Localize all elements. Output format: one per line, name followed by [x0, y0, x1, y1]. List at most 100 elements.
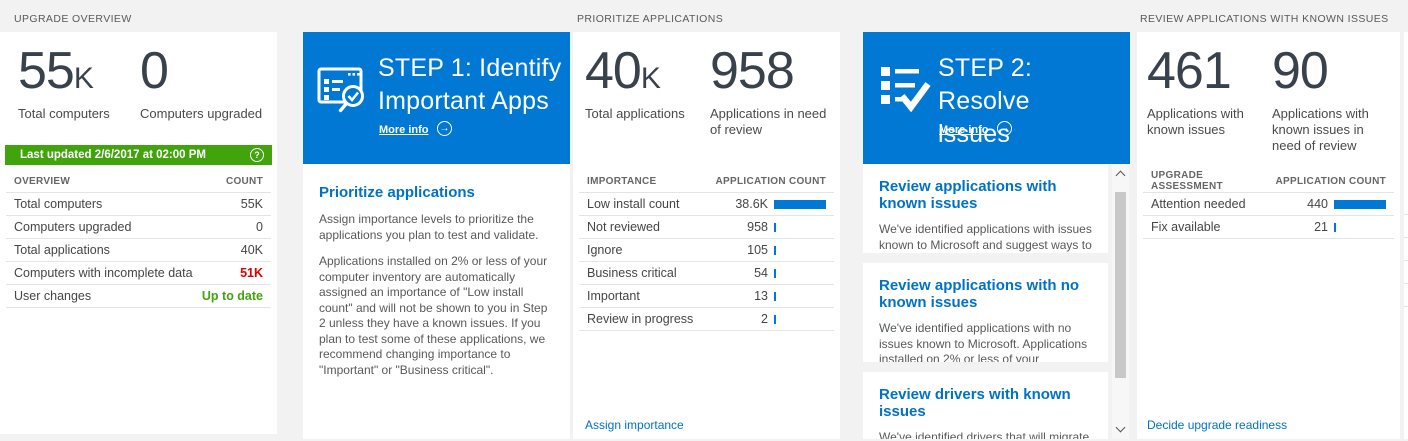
step2-more-info-arrow-icon[interactable]: →: [997, 121, 1012, 136]
step1-title: STEP 1: Identify Important Apps: [378, 54, 562, 115]
table-header-row: UPGRADE ASSESSMENT APPLICATION COUNT: [1143, 170, 1394, 193]
table-row[interactable]: Fix available 21: [1143, 216, 1394, 239]
last-updated-bar: Last updated 2/6/2017 at 02:00 PM ?: [5, 145, 272, 165]
resolve-section: Review drivers with known issues We've id…: [863, 372, 1108, 439]
row-value: 105: [747, 243, 768, 257]
stat-value: 0: [140, 42, 169, 100]
step2-card[interactable]: STEP 2: Resolve issues More info →: [863, 32, 1130, 164]
resolve-section-heading[interactable]: Review applications with known issues: [879, 178, 1057, 212]
column-header: OVERVIEW: [14, 175, 71, 187]
upgrade-overview-tile: 55K Total computers 0 Computers upgraded…: [0, 32, 277, 434]
row-value: 54: [754, 266, 768, 280]
column-header: IMPORTANCE: [587, 175, 657, 187]
scrollbar-thumb[interactable]: [1115, 192, 1126, 378]
table-row[interactable]: Low install count 38.6K: [579, 193, 834, 216]
resolve-section-body: We've identified applications with issue…: [879, 222, 1092, 252]
upgrade-assessment-table: UPGRADE ASSESSMENT APPLICATION COUNT Att…: [1143, 170, 1394, 239]
step2-more-info-link[interactable]: More info: [939, 124, 989, 136]
row-label: User changes: [14, 289, 92, 303]
row-label: Computers with incomplete data: [14, 266, 193, 280]
row-value: 440: [1307, 197, 1328, 211]
table-body: Total computers 55K Computers upgraded 0 Tot…: [6, 193, 271, 308]
resolve-issues-icon: [881, 67, 931, 112]
review-data-tile: 461 Applications with known issues 90 Ap…: [1137, 32, 1400, 439]
count-bar: [1334, 222, 1336, 232]
stat-label: Applications with known issues: [1147, 106, 1244, 137]
count-bar: [1334, 199, 1386, 209]
row-value: 0: [256, 220, 263, 234]
table-row[interactable]: Computers upgraded 0: [6, 216, 271, 239]
stat-total-computers: 55K Total computers: [18, 42, 110, 122]
row-label: Review in progress: [587, 312, 694, 326]
row-value: Up to date: [201, 289, 263, 303]
section-header-review-applications: REVIEW APPLICATIONS WITH KNOWN ISSUES: [1140, 13, 1389, 25]
table-row[interactable]: Total computers 55K: [6, 193, 271, 216]
table-row[interactable]: Review in progress 2: [579, 308, 834, 331]
step1-more-info-arrow-icon[interactable]: →: [437, 121, 452, 136]
next-tile-sliver: [1404, 32, 1408, 439]
table-row[interactable]: Ignore 105: [579, 239, 834, 262]
scrollbar[interactable]: [1112, 164, 1129, 439]
bar-column: [774, 245, 826, 255]
table-row[interactable]: Computers with incomplete data 51K: [6, 262, 271, 285]
row-value: 21: [1314, 220, 1328, 234]
stat-label: Total applications: [585, 106, 685, 121]
row-label: Total computers: [14, 197, 103, 211]
row-label: Computers upgraded: [14, 220, 132, 234]
resolve-section: Review applications with no known issues…: [863, 263, 1108, 362]
stat-value: 461: [1147, 42, 1232, 100]
bar-column: [774, 291, 826, 301]
stat-apps-need-review: 958 Applications in need of review: [710, 42, 838, 138]
row-label: Low install count: [587, 197, 680, 211]
prioritize-info-block: Prioritize applications Assign importanc…: [319, 184, 556, 378]
scroll-up-icon[interactable]: [1115, 170, 1126, 181]
resolve-section-heading[interactable]: Review drivers with known issues: [879, 386, 1071, 420]
resolve-section-body: We've identified drivers that will migra…: [879, 430, 1090, 439]
step1-card[interactable]: STEP 1: Identify Important Apps More inf…: [303, 32, 570, 164]
section-header-upgrade-overview: UPGRADE OVERVIEW: [14, 13, 132, 25]
count-bar: [774, 222, 776, 232]
table-row[interactable]: User changes Up to date: [6, 285, 271, 308]
table-row[interactable]: Not reviewed 958: [579, 216, 834, 239]
table-row[interactable]: Business critical 54: [579, 262, 834, 285]
table-body: Attention needed 440 Fix available 21: [1143, 193, 1394, 239]
row-label: Not reviewed: [587, 220, 660, 234]
row-value: 51K: [240, 266, 263, 280]
stat-apps-known-issues: 461 Applications with known issues: [1147, 42, 1269, 138]
row-label: Attention needed: [1151, 197, 1246, 211]
column-header: APPLICATION COUNT: [1275, 175, 1386, 187]
count-bar: [774, 199, 826, 209]
importance-table: IMPORTANCE APPLICATION COUNT Low install…: [579, 170, 834, 331]
step1-more-info-link[interactable]: More info: [379, 124, 429, 136]
count-bar: [774, 314, 776, 324]
resolve-sections: Review applications with known issues We'…: [863, 164, 1108, 439]
table-body: Low install count 38.6K Not reviewed 958 Ign…: [579, 193, 834, 331]
stat-value: 90: [1272, 42, 1329, 100]
count-bar: [774, 268, 776, 278]
stat-value: 55K: [18, 42, 94, 100]
prioritize-info-heading: Prioritize applications: [319, 184, 475, 201]
column-header: APPLICATION COUNT: [715, 175, 826, 187]
row-value: 55K: [240, 197, 263, 211]
prioritize-info-paragraph: Applications installed on 2% or less of …: [319, 254, 548, 377]
stat-computers-upgraded: 0 Computers upgraded: [140, 42, 262, 122]
table-row[interactable]: Total applications 40K: [6, 239, 271, 262]
count-bar: [774, 245, 776, 255]
decide-upgrade-readiness-link[interactable]: Decide upgrade readiness: [1147, 418, 1288, 432]
step2-title: STEP 2: Resolve issues: [938, 54, 1033, 148]
stat-label: Applications in need of review: [710, 106, 827, 137]
bar-column: [774, 222, 826, 232]
scroll-down-icon[interactable]: [1115, 422, 1126, 433]
prioritize-data-tile: 40K Total applications 958 Applications …: [573, 32, 840, 439]
resolve-section-heading[interactable]: Review applications with no known issues: [879, 277, 1080, 311]
bar-column: [1334, 222, 1386, 232]
assign-importance-link[interactable]: Assign importance: [585, 418, 684, 432]
bar-column: [774, 268, 826, 278]
section-header-prioritize-applications: PRIORITIZE APPLICATIONS: [577, 13, 724, 25]
table-row[interactable]: Important 13: [579, 285, 834, 308]
count-bar: [774, 291, 776, 301]
help-icon[interactable]: ?: [250, 148, 264, 162]
overview-table: OVERVIEW COUNT Total computers 55K Compute…: [6, 170, 271, 308]
table-row[interactable]: Attention needed 440: [1143, 193, 1394, 216]
stat-label: Total computers: [18, 106, 110, 121]
